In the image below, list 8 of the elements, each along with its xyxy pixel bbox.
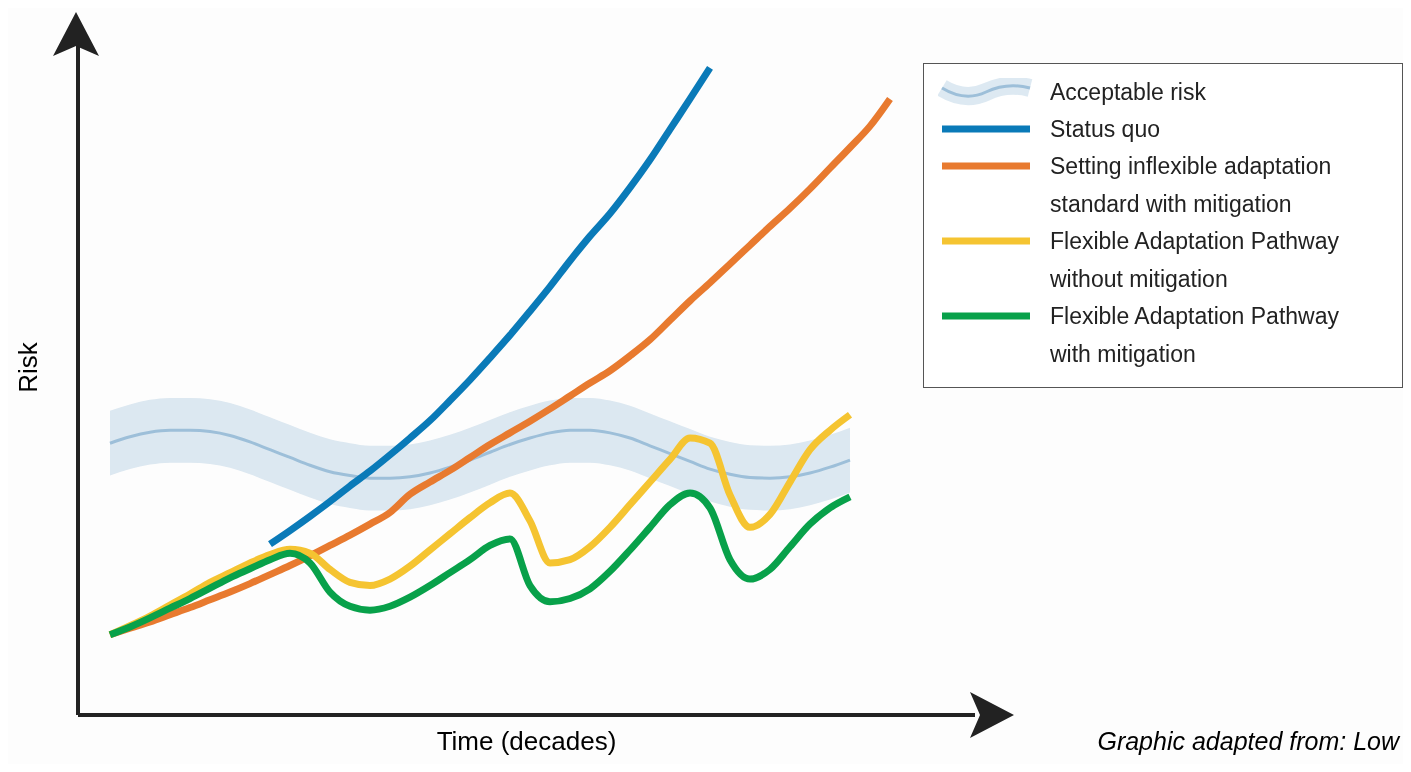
y-axis-title: Risk [12,342,44,393]
legend-label: Setting inflexible adaptation standard with mitigation [1050,152,1333,219]
legend-label: Flexible Adaptation Pathway with mitigation [1050,302,1340,369]
legend-label: Status quo [1050,115,1160,144]
text: Graphic adapted from: Low [1097,727,1399,756]
x-axis-title: Time (decades) [435,726,618,757]
legend-label: Acceptable risk [1050,78,1206,107]
legend-label: Flexible Adaptation Pathway without mitigation [1050,227,1340,294]
